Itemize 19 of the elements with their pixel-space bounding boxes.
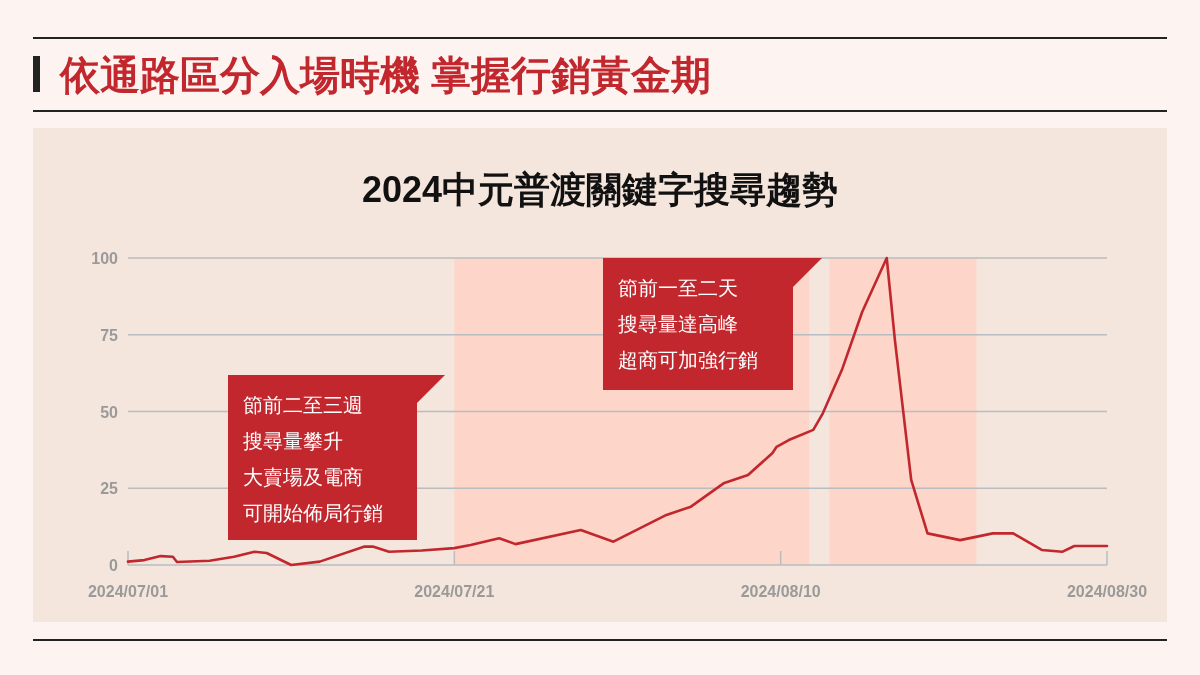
annotation: 節前二至三週 (243, 394, 363, 416)
y-tick-label: 50 (100, 403, 119, 421)
annotation: 搜尋量攀升 (243, 430, 343, 452)
x-tick-label: 2024/07/21 (414, 583, 495, 600)
line-series (126, 256, 1109, 567)
y-tick-label: 100 (91, 250, 119, 267)
chart-title: 依通路區分入場時機 掌握行銷黃金期 (58, 53, 712, 97)
x-tick-label: 2024/08/10 (740, 583, 821, 600)
y-tick-label: 0 (109, 557, 119, 574)
annotation: 超商可加強行銷 (618, 349, 758, 371)
annotation: 大賣場及電商 (243, 466, 363, 488)
annotation: 可開始佈局行銷 (243, 502, 383, 524)
chart-subtitle: 2024中元普渡關鍵字搜尋趨勢 (361, 169, 839, 210)
x-tick-label: 2024/08/30 (1066, 583, 1148, 600)
x-tick-label: 2024/07/01 (87, 583, 169, 600)
y-tick-label: 25 (100, 480, 119, 498)
y-tick-label: 75 (100, 326, 119, 344)
annotation: 搜尋量達高峰 (618, 313, 738, 335)
annotation: 節前一至二天 (618, 277, 738, 299)
